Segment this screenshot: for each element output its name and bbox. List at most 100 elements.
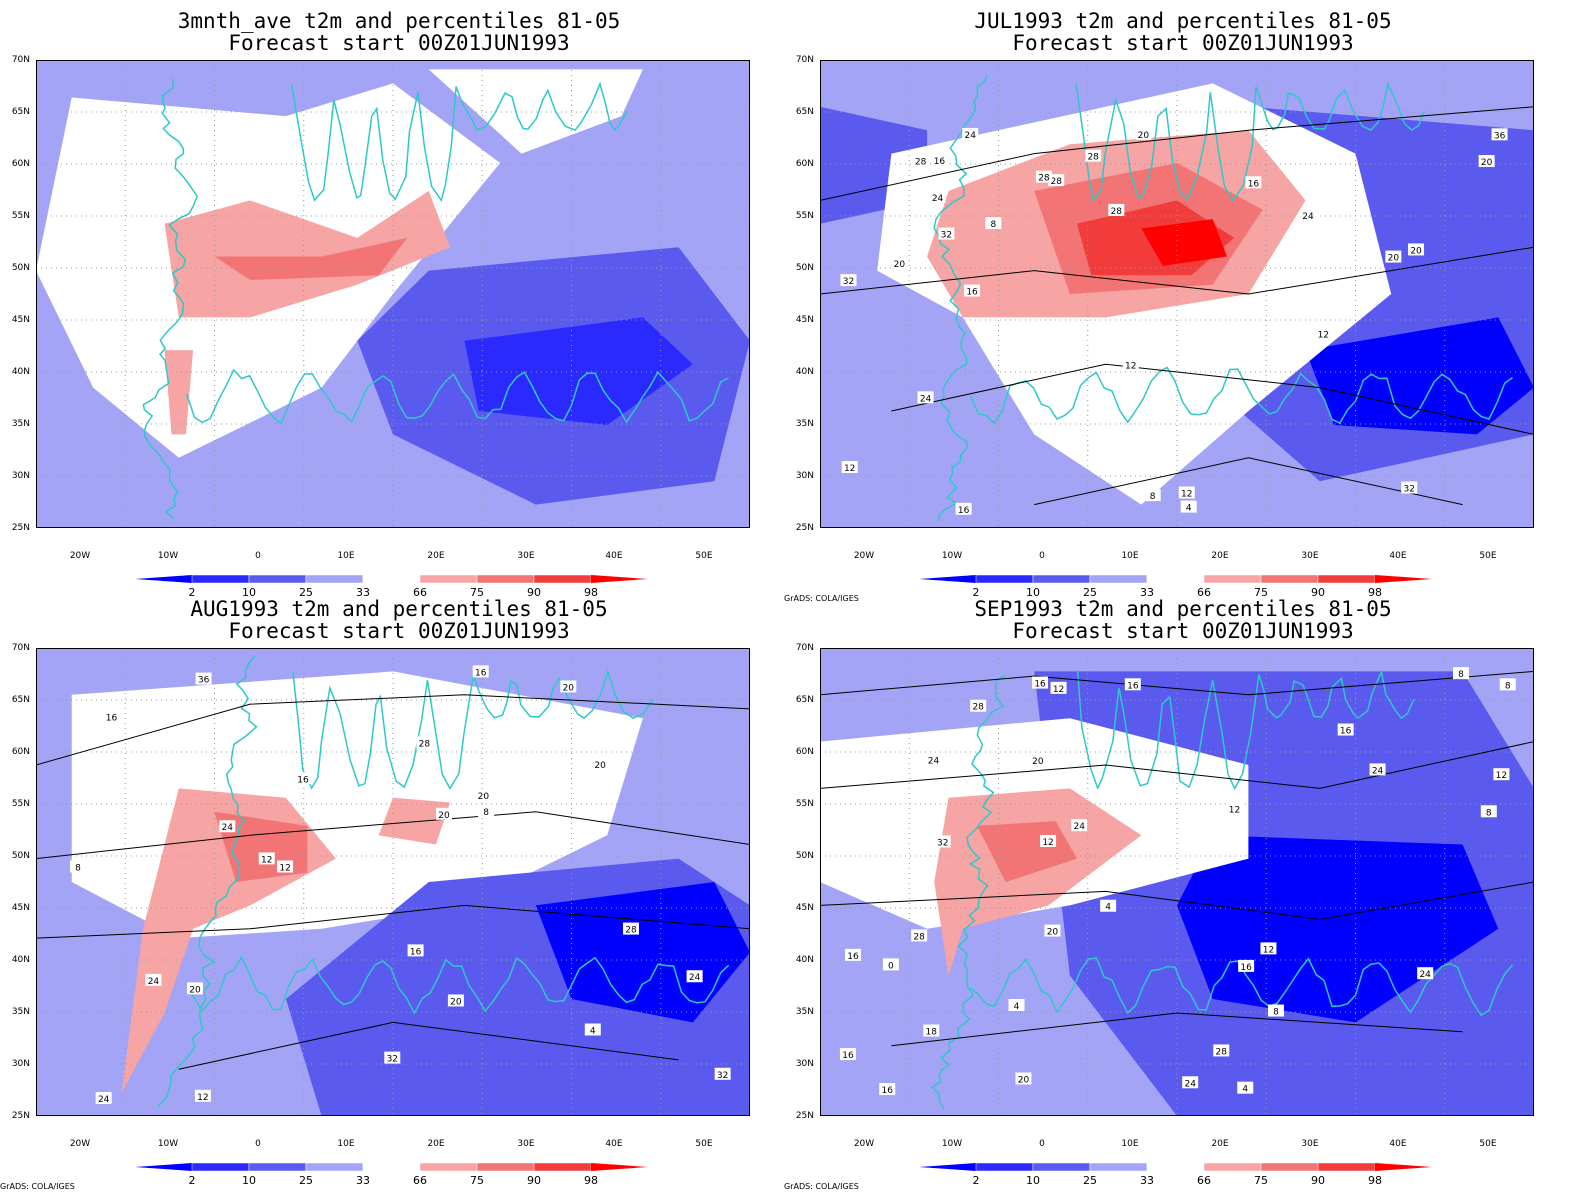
colorbar-label: 75 [470,1174,484,1187]
temperature-contour [36,694,750,766]
contour-label: 24 [1182,1076,1199,1089]
latitude-label: 55N [795,799,814,809]
latitude-label: 45N [11,903,30,913]
map-panel-1: 3mnth_ave t2m and percentiles 81-05 Forec… [0,0,798,599]
svg-text:8: 8 [990,220,996,230]
svg-text:8: 8 [1150,492,1156,502]
contour-label: 8 [478,804,495,818]
svg-text:4: 4 [1014,1002,1020,1012]
percentile-region [1141,219,1227,266]
svg-text:12: 12 [279,863,290,873]
svg-text:24: 24 [928,757,940,767]
svg-text:20: 20 [438,811,450,821]
colorbar-label: 90 [1311,586,1325,599]
latitude-label: 30N [11,471,30,481]
temperature-contour [820,670,1534,696]
coastline [930,674,1006,1110]
svg-text:16: 16 [934,157,946,167]
grads-credit: GrADS: COLA/IGES [784,594,859,603]
temperature-contour [820,881,1534,920]
colorbar-label: 25 [299,586,313,599]
svg-text:36: 36 [1494,131,1506,141]
svg-text:32: 32 [937,838,948,848]
contour-label: 20 [435,807,452,821]
contour-label: 16 [407,944,424,957]
svg-text:12: 12 [1263,945,1274,955]
temperature-contour [891,363,1534,435]
percentile-region [164,191,451,318]
contour-label: 32 [1401,481,1418,494]
colorbar-label: 66 [1197,586,1211,599]
colorbar-label: 90 [527,1174,541,1187]
svg-text:8: 8 [1486,808,1492,818]
latitude-label: 50N [795,263,814,273]
longitude-label: 50E [695,1139,713,1149]
svg-text:4: 4 [590,1026,596,1036]
colorbar-label: 25 [1083,586,1097,599]
colorbar-label: 10 [242,1174,256,1187]
coastline [157,655,258,1108]
contour-label: 24 [917,391,934,404]
longitude-label: 20W [69,551,91,561]
contour-label: 16 [839,1048,856,1061]
contour-label: 28 [1035,170,1052,184]
svg-text:16: 16 [842,1051,854,1061]
contour-label: 8 [1453,667,1470,680]
contour-label: 20 [475,789,492,802]
latitude-label: 70N [11,643,30,653]
contour-label: 20 [1478,155,1495,168]
svg-text:28: 28 [1216,1047,1228,1057]
contour-label: 18 [923,1024,940,1038]
svg-text:28: 28 [1087,153,1099,163]
latitude-label: 35N [795,1007,814,1017]
contour-label: 28 [911,929,928,942]
panel-subtitle: Forecast start 00Z01JUN1993 [1012,619,1354,643]
temperature-contour [1034,457,1463,506]
latitude-label: 30N [795,1059,814,1069]
svg-text:32: 32 [843,277,854,287]
svg-text:16: 16 [297,775,309,785]
map-frame [36,60,750,528]
contour-label: 24 [1299,209,1316,222]
svg-text:16: 16 [958,506,970,516]
svg-text:12: 12 [1229,805,1240,815]
latitude-label: 30N [795,471,814,481]
colorbar-label: 66 [1197,1174,1211,1187]
colorbar-label: 75 [470,586,484,599]
latitude-label: 70N [795,643,814,653]
map-frame [820,648,1534,1116]
map-panel-2: JUL1993 t2m and percentiles 81-05 Forecas… [784,0,1582,603]
svg-text:32: 32 [387,1055,398,1065]
svg-text:28: 28 [1051,177,1063,187]
svg-text:16: 16 [106,714,118,724]
contour-label: 16 [955,502,972,516]
contour-label: 28 [912,154,929,168]
latitude-label: 50N [11,263,30,273]
longitude-label: 30E [517,551,535,561]
colorbar-label: 98 [584,586,598,599]
longitude-label: 0 [1039,1139,1045,1149]
contour-label: 20 [1015,1072,1032,1085]
longitude-label: 40E [605,551,623,561]
colorbar-label: 25 [1083,1174,1097,1187]
svg-text:16: 16 [475,668,487,678]
coastline [292,669,654,790]
svg-text:28: 28 [972,703,984,713]
contour-label: 16 [1238,959,1255,973]
contour-label: 32 [934,835,951,848]
svg-text:12: 12 [1042,838,1053,848]
svg-text:4: 4 [1242,1085,1248,1095]
svg-text:20: 20 [1018,1075,1030,1085]
contour-label: 24 [1369,763,1386,776]
contour-label: 28 [1048,174,1065,187]
latitude-label: 60N [795,747,814,757]
latitude-label: 70N [11,55,30,65]
colorbar-label: 75 [1254,586,1268,599]
svg-text:20: 20 [1138,131,1150,141]
longitude-label: 20E [427,1139,445,1149]
contour-label: 20 [447,994,464,1007]
latitude-label: 35N [11,419,30,429]
svg-text:8: 8 [75,863,81,873]
contour-label: 32 [384,1051,401,1065]
colorbar-label: 10 [1026,586,1040,599]
